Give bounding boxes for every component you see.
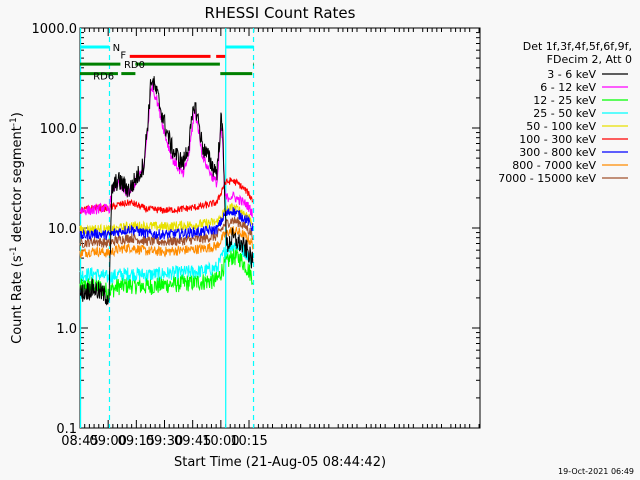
generation-timestamp: 19-Oct-2021 06:49	[558, 467, 634, 476]
legend-entry-label: 50 - 100 keV	[526, 120, 596, 133]
series-line-6-12kev	[79, 82, 253, 218]
annotation-label-rd6: RD6	[93, 72, 114, 83]
legend-entry-label: 25 - 50 keV	[533, 107, 596, 120]
x-tick-label: 09:45	[174, 434, 211, 449]
legend-entry-label: 12 - 25 keV	[533, 94, 596, 107]
legend-entry-label: 7000 - 15000 keV	[498, 172, 596, 185]
series-line-25-50kev	[79, 241, 254, 285]
y-tick-label: 10.0	[48, 222, 77, 237]
chart-title: RHESSI Count Rates	[205, 4, 356, 22]
series-line-50-100kev	[79, 202, 254, 236]
x-tick-label: 09:15	[118, 434, 155, 449]
legend-entry-label: 800 - 7000 keV	[512, 159, 596, 172]
y-tick-label: 1000.0	[32, 22, 78, 37]
legend-entry-label: 300 - 800 keV	[519, 146, 596, 159]
y-tick-label: 0.1	[56, 422, 77, 437]
y-tick-label: 1.0	[56, 322, 77, 337]
y-axis-label: Count Rate (s-1 detector segment-1)	[9, 112, 25, 344]
x-tick-label: 10:00	[202, 434, 239, 449]
x-tick-label: 08:45	[61, 434, 98, 449]
series-lines	[79, 76, 254, 306]
series-line-300-800kev	[79, 207, 254, 241]
legend: Det 1f,3f,4f,5f,6f,9f, FDecim 2, Att 0 3…	[498, 40, 632, 185]
x-tick-label: 09:00	[89, 434, 126, 449]
legend-entry-label: 3 - 6 keV	[547, 68, 596, 81]
x-tick-label: 10:15	[230, 434, 267, 449]
y-tick-label: 100.0	[40, 122, 77, 137]
x-tick-label: 09:30	[146, 434, 183, 449]
legend-entry-label: 6 - 12 keV	[540, 81, 596, 94]
legend-header-line-2: FDecim 2, Att 0	[547, 53, 632, 66]
legend-header-line-1: Det 1f,3f,4f,5f,6f,9f,	[523, 40, 632, 53]
series-line-800-7000kev	[79, 225, 254, 260]
series-line-7000-15000kev	[79, 216, 254, 248]
x-axis-label: Start Time (21-Aug-05 08:44:42)	[174, 455, 386, 470]
annotation-label-f: F	[120, 50, 126, 61]
legend-entry-label: 100 - 300 keV	[519, 133, 596, 146]
y-axis: 0.1 1.0 10.0 100.0 1000.0	[32, 22, 480, 437]
annotation-label-rd0: RD0	[124, 60, 145, 71]
annotation-label-n: N	[113, 43, 120, 54]
series-line-3-6kev	[79, 76, 254, 306]
